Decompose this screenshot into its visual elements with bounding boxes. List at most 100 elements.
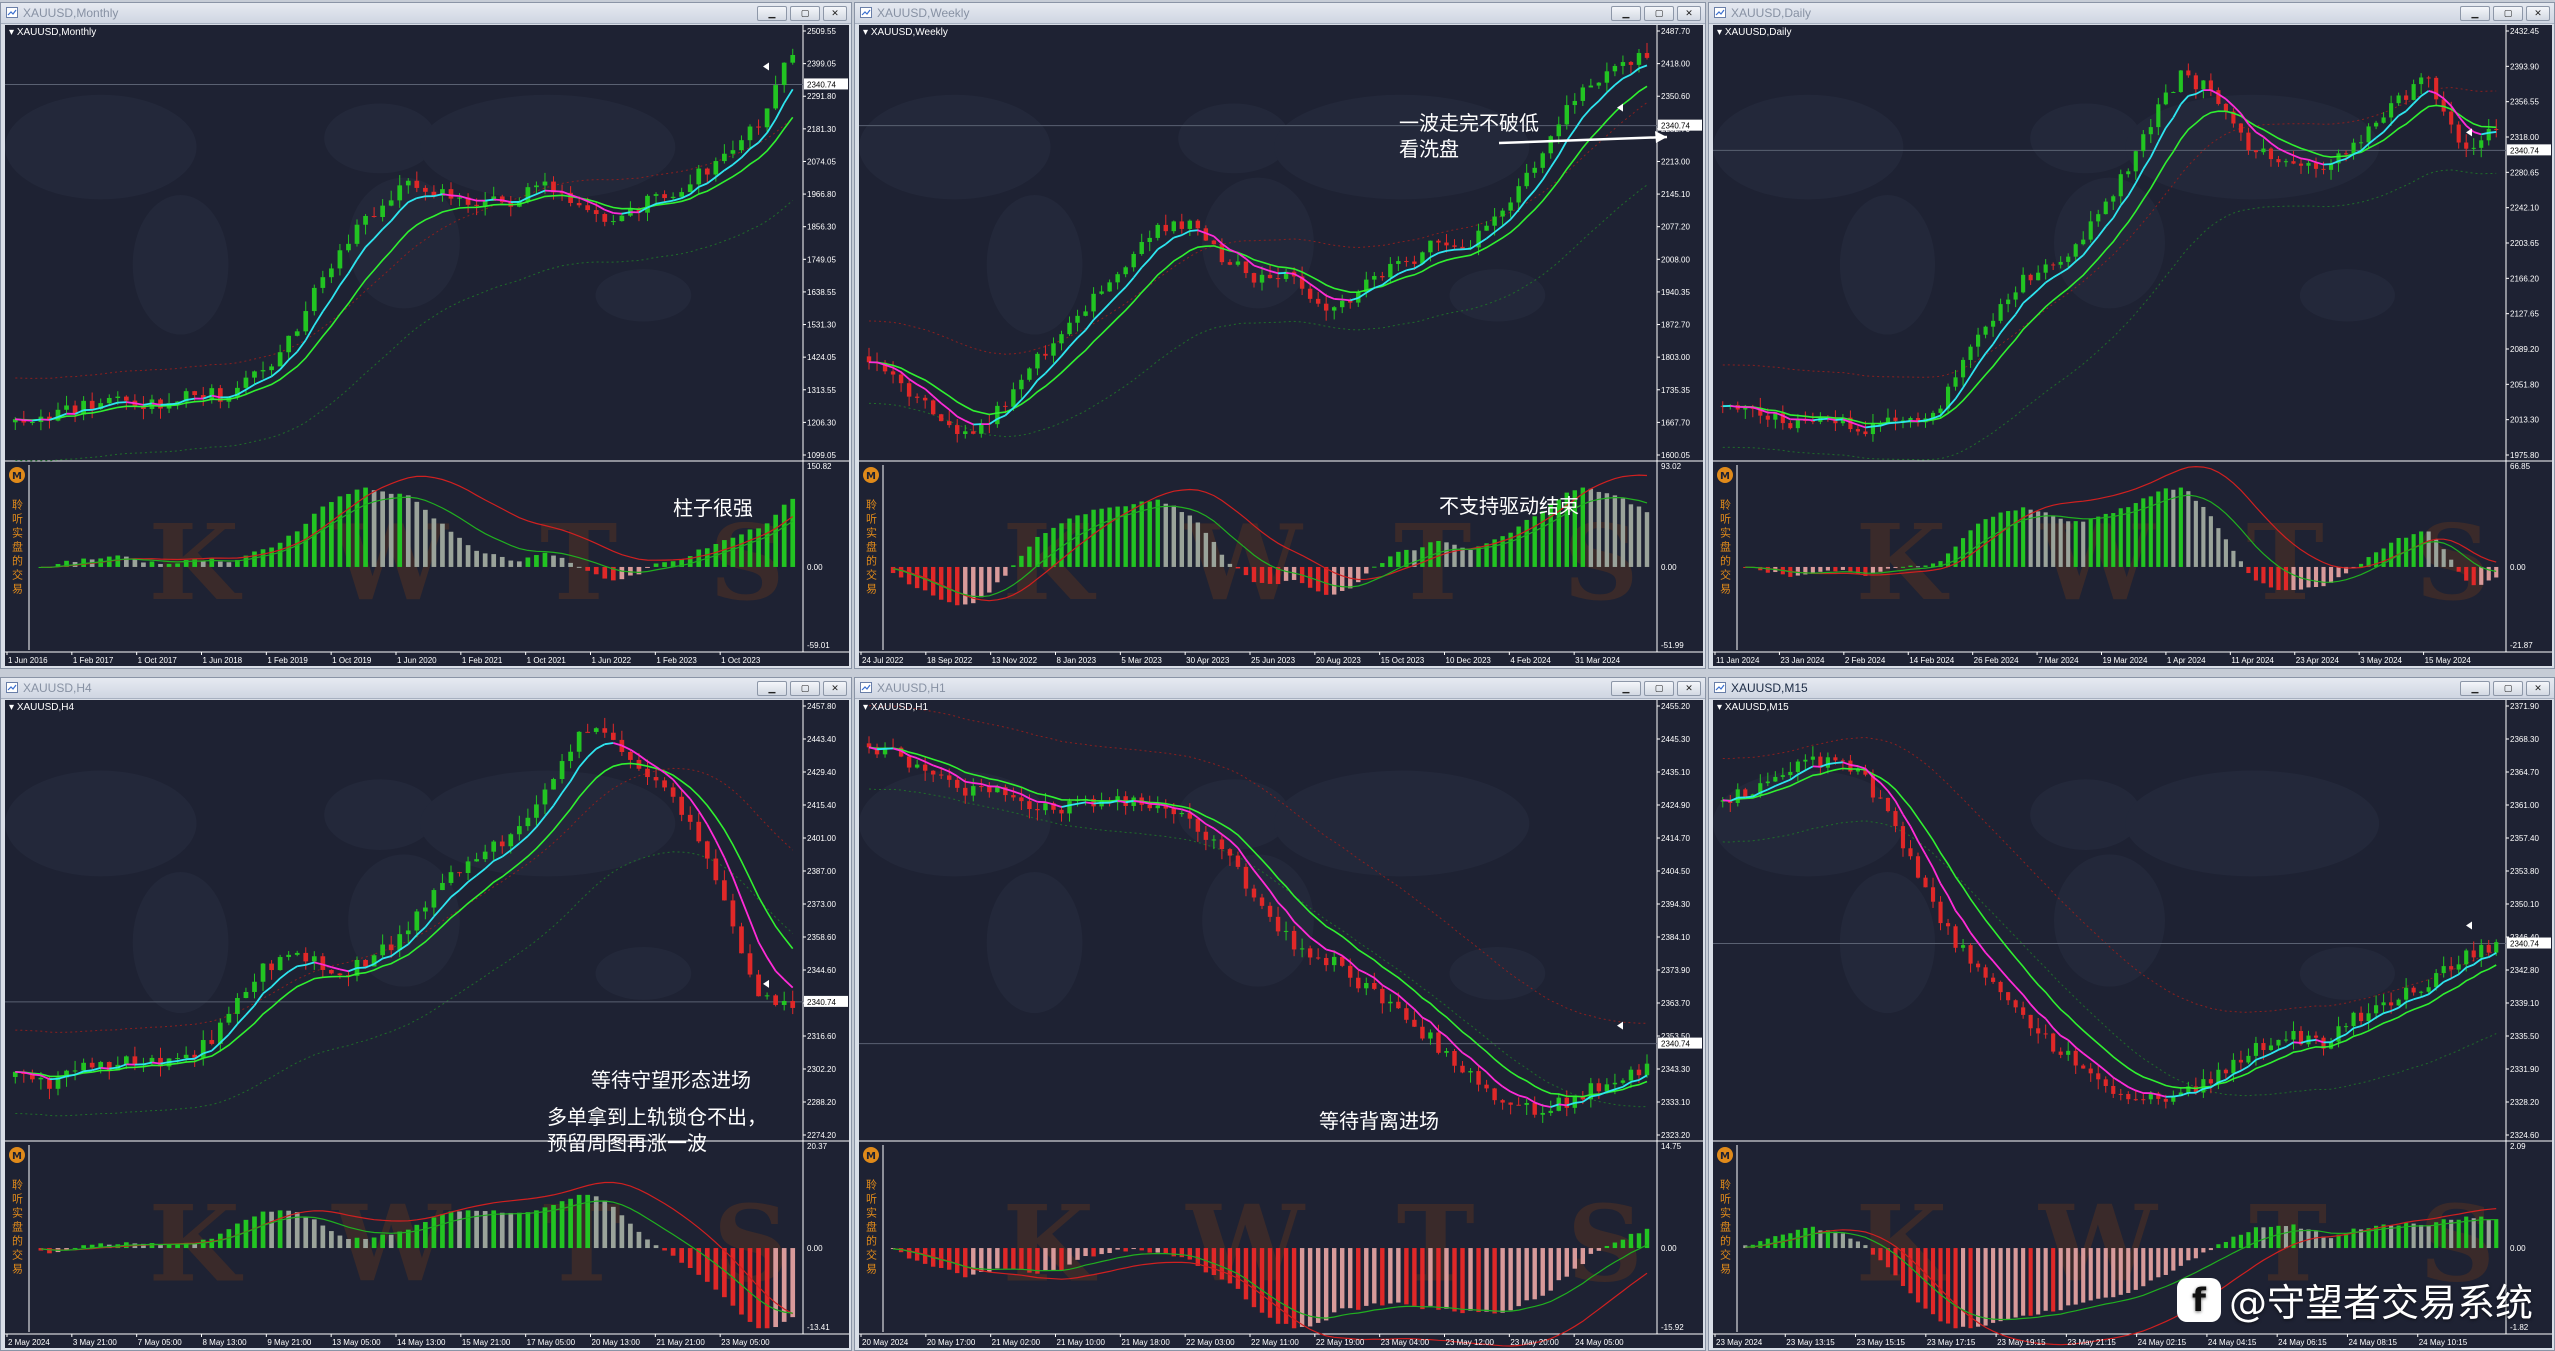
maximize-button[interactable]: ▢ <box>790 6 820 21</box>
chart-area[interactable]: 2371.90 2368.30 2364.70 2361.00 2357.40 2353.… <box>1713 700 2552 1348</box>
collapse-triangle-icon[interactable]: ▾ <box>9 702 17 713</box>
window-titlebar[interactable]: XAUUSD,H1 ▁ ▢ ✕ <box>855 678 1705 699</box>
chart-area[interactable]: 2487.702418.002350.602282.702213.002145.… <box>859 25 1703 666</box>
candle-body <box>12 419 18 423</box>
window-titlebar[interactable]: XAUUSD,Weekly ▁ ▢ ✕ <box>855 3 1705 24</box>
ma-fast-segment <box>1397 994 1407 1003</box>
symbol-text: XAUUSD,H4 <box>16 702 75 713</box>
close-button[interactable]: ✕ <box>1677 681 1701 696</box>
minimize-button[interactable]: ▁ <box>1611 681 1641 696</box>
minimize-button[interactable]: ▁ <box>757 6 787 21</box>
ma-fast-segment <box>2240 1065 2249 1072</box>
chart-window-icon <box>6 7 18 18</box>
symbol-label: ▾ XAUUSD,Weekly <box>863 27 948 38</box>
candle-body <box>380 205 385 218</box>
candle-body <box>568 751 573 762</box>
candle-body <box>1364 983 1369 989</box>
candle-body <box>1604 71 1610 83</box>
histogram-bar <box>1765 566 1770 573</box>
ma-fast-segment <box>1805 418 1813 422</box>
histogram-bar <box>1107 507 1112 567</box>
chart-window-4[interactable]: XAUUSD,H4 ▁ ▢ ✕ 2457.80 2443.40 2429.40 2415.40… <box>0 677 852 1351</box>
time-tick-label: 22 May 03:00 <box>1186 1338 1235 1347</box>
chart-window-3[interactable]: XAUUSD,Daily ▁ ▢ ✕ 2432.45 2393.90 2356.55 2318… <box>1708 2 2555 669</box>
histogram-bar <box>1412 1248 1417 1306</box>
minimize-button[interactable]: ▁ <box>2460 6 2490 21</box>
chart-window-5[interactable]: XAUUSD,H1 ▁ ▢ ✕ 2455.20 2445.30 2435.10 2424.90… <box>854 677 1706 1351</box>
chart-area[interactable]: 2457.80 2443.40 2429.40 2415.40 2401.00 2387.… <box>5 700 849 1348</box>
ma-fast-segment <box>948 408 958 418</box>
close-button[interactable]: ✕ <box>823 681 847 696</box>
window-titlebar[interactable]: XAUUSD,M15 ▁ ▢ ✕ <box>1709 678 2554 699</box>
ma-fast-segment <box>1622 73 1632 80</box>
chart-area[interactable]: 2509.55 2399.05 2291.80 2181.30 2074.05 1966.… <box>5 25 849 666</box>
histogram-bar <box>610 566 616 581</box>
shift-marker-icon <box>763 979 769 988</box>
minimize-button[interactable]: ▁ <box>1611 6 1641 21</box>
histogram-bar <box>2103 513 2108 567</box>
ma-fast-segment <box>1924 853 1934 869</box>
candle-body <box>2321 168 2326 170</box>
collapse-triangle-icon[interactable]: ▾ <box>863 27 871 38</box>
collapse-triangle-icon[interactable]: ▾ <box>863 702 871 713</box>
chart-window-6[interactable]: XAUUSD,M15 ▁ ▢ ✕ 2371.90 2368.30 2364.70 2361.0… <box>1708 677 2555 1351</box>
window-titlebar[interactable]: XAUUSD,Daily ▁ ▢ ✕ <box>1709 3 2554 24</box>
chart-area[interactable]: 2455.20 2445.30 2435.10 2424.90 2414.70 2404.… <box>859 700 1703 1348</box>
histogram-bar <box>1953 1248 1958 1329</box>
chart-area[interactable]: 2432.45 2393.90 2356.55 2318.00 2280.65 2242.… <box>1713 25 2552 666</box>
histogram-bar <box>1003 1248 1008 1269</box>
symbol-text: XAUUSD,Daily <box>1724 27 1792 38</box>
histogram-bar <box>1091 509 1096 567</box>
collapse-triangle-icon[interactable]: ▾ <box>1717 27 1725 38</box>
ma-fast-segment <box>1389 989 1399 996</box>
collapse-triangle-icon[interactable]: ▾ <box>9 27 17 38</box>
ma-fast-segment <box>458 881 469 891</box>
ma-fast-segment <box>493 198 503 202</box>
histogram-bar <box>1572 1248 1578 1269</box>
maximize-button[interactable]: ▢ <box>2493 681 2523 696</box>
histogram-bar <box>2006 511 2011 567</box>
chart-window-2[interactable]: XAUUSD,Weekly▁▢✕2487.702418.002350.60228… <box>854 2 1706 669</box>
window-titlebar[interactable]: XAUUSD,Monthly ▁ ▢ ✕ <box>1 3 851 24</box>
candle-body <box>1516 1104 1521 1106</box>
candle-body <box>1203 831 1209 840</box>
minimize-button[interactable]: ▁ <box>2460 681 2490 696</box>
candle-body <box>1043 353 1048 356</box>
close-button[interactable]: ✕ <box>1677 6 1701 21</box>
ma-fast-segment <box>1510 1090 1520 1097</box>
collapse-triangle-icon[interactable]: ▾ <box>1717 702 1725 713</box>
ma-fast-segment <box>1036 372 1047 382</box>
minimize-button[interactable]: ▁ <box>757 681 787 696</box>
close-button[interactable]: ✕ <box>2526 681 2550 696</box>
candle-body <box>1612 1082 1618 1085</box>
price-tick-label: 2418.00 <box>1661 60 1690 69</box>
ma-fast-segment <box>1084 319 1095 331</box>
ma-fast-segment <box>2450 973 2460 980</box>
candle-body <box>81 1062 86 1071</box>
maximize-button[interactable]: ▢ <box>2493 6 2523 21</box>
maximize-button[interactable]: ▢ <box>790 681 820 696</box>
candle-body <box>2479 140 2484 148</box>
histogram-bar <box>1620 1239 1626 1249</box>
histogram-bar <box>2156 491 2161 567</box>
maximize-button[interactable]: ▢ <box>1644 681 1674 696</box>
ma-fast-segment <box>2383 1010 2392 1015</box>
ma-fast-segment <box>433 906 444 918</box>
ma-fast-segment <box>382 220 392 230</box>
histogram-bar <box>2178 1248 2183 1266</box>
chart-annotation: 等待守望形态进场 <box>591 1068 751 1092</box>
close-button[interactable]: ✕ <box>2526 6 2550 21</box>
candle-body <box>1596 1083 1602 1092</box>
chart-window-1[interactable]: XAUUSD,Monthly ▁ ▢ ✕ 2509.55 2399.05 2291.80 21… <box>0 2 852 669</box>
candle-body <box>1900 420 1906 422</box>
maximize-button[interactable]: ▢ <box>1644 6 1674 21</box>
candle-body <box>963 431 968 435</box>
histogram-bar <box>346 493 351 567</box>
histogram-bar <box>380 491 385 567</box>
candle-body <box>1412 261 1417 264</box>
close-button[interactable]: ✕ <box>823 6 847 21</box>
window-titlebar[interactable]: XAUUSD,H4 ▁ ▢ ✕ <box>1 678 851 699</box>
current-price-box <box>2507 144 2551 156</box>
histogram-bar <box>2111 1248 2116 1298</box>
candle-body <box>1728 800 1733 803</box>
